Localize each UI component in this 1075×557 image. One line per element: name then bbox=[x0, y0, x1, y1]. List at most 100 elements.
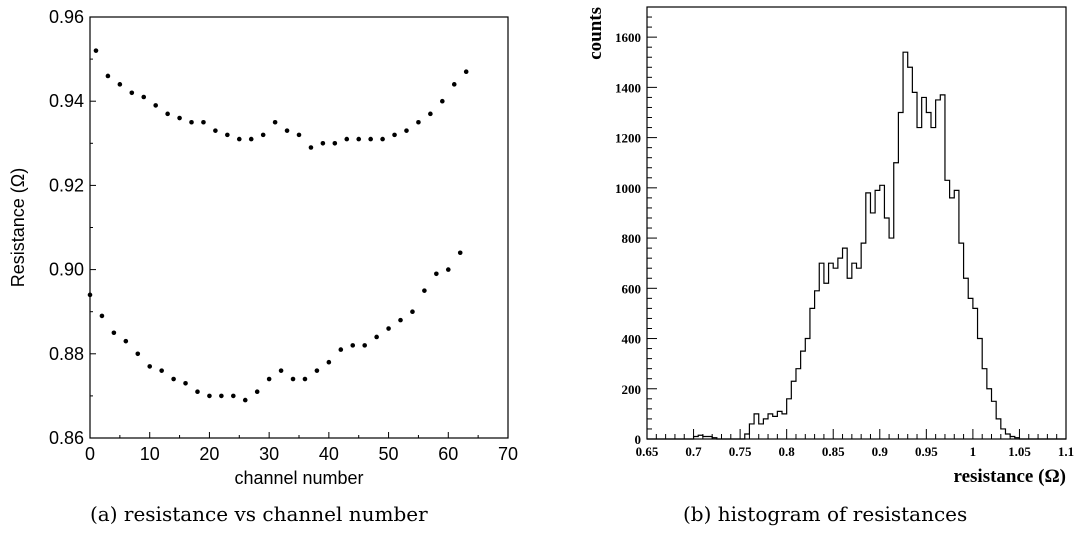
data-point bbox=[440, 98, 445, 104]
data-point bbox=[463, 69, 469, 75]
data-point bbox=[87, 292, 93, 298]
data-point bbox=[153, 103, 158, 108]
data-point bbox=[302, 376, 308, 382]
data-point bbox=[254, 389, 260, 394]
y-tick-label: 1000 bbox=[615, 181, 641, 196]
data-point bbox=[183, 380, 188, 386]
y-axis-label: Resistance (Ω) bbox=[8, 168, 28, 288]
x-tick-label: 1 bbox=[970, 444, 977, 459]
data-point bbox=[260, 132, 266, 138]
data-point bbox=[338, 347, 344, 352]
x-tick-label: 0.95 bbox=[915, 444, 938, 459]
data-point bbox=[428, 111, 433, 117]
y-tick-label: 0.86 bbox=[49, 428, 84, 448]
caption-a: (a) resistance vs channel number bbox=[90, 502, 428, 526]
x-axis-label: channel number bbox=[234, 468, 363, 488]
data-point bbox=[213, 128, 218, 133]
data-point bbox=[445, 267, 451, 272]
data-point bbox=[147, 364, 153, 369]
data-point bbox=[356, 136, 362, 142]
y-tick-label: 1400 bbox=[615, 80, 641, 95]
data-point bbox=[404, 128, 409, 133]
x-tick-label: 1.1 bbox=[1058, 444, 1074, 459]
data-point bbox=[362, 343, 367, 348]
data-point bbox=[451, 82, 457, 87]
data-points bbox=[87, 48, 469, 403]
data-point bbox=[374, 334, 379, 340]
x-tick-labels: 0 10 20 30 40 50 60 70 bbox=[85, 444, 518, 464]
y-tick-label: 600 bbox=[622, 281, 642, 296]
y-tick-labels: 0 200 400 600 800 1000 1200 1400 1600 bbox=[615, 30, 641, 447]
data-point bbox=[308, 145, 314, 150]
x-tick-label: 60 bbox=[438, 444, 458, 464]
data-point bbox=[380, 136, 385, 142]
x-tick-label: 20 bbox=[199, 444, 219, 464]
x-tick-label: 0.85 bbox=[822, 444, 845, 459]
data-point bbox=[266, 376, 272, 382]
data-point bbox=[135, 351, 141, 357]
x-tick-label: 10 bbox=[140, 444, 160, 464]
x-tick-label: 0.75 bbox=[729, 444, 752, 459]
y-tick-label: 400 bbox=[622, 332, 642, 347]
data-point bbox=[219, 393, 224, 399]
data-point bbox=[236, 136, 242, 142]
data-point bbox=[105, 73, 111, 79]
data-point bbox=[278, 368, 284, 373]
x-tick-label: 40 bbox=[319, 444, 339, 464]
data-point bbox=[201, 119, 206, 125]
x-tick-label: 50 bbox=[379, 444, 399, 464]
data-point bbox=[207, 393, 212, 399]
y-tick-label: 0.90 bbox=[49, 260, 84, 280]
axis-ticks bbox=[646, 6, 1067, 440]
data-point bbox=[457, 250, 463, 256]
data-point bbox=[111, 330, 117, 336]
data-point bbox=[296, 132, 302, 138]
histogram-chart: 0.65 0.7 0.75 0.8 0.85 0.9 0.95 1 1.05 1.1 0 200 40… bbox=[585, 6, 1075, 487]
data-point bbox=[392, 132, 397, 138]
data-point bbox=[189, 119, 194, 125]
data-point bbox=[165, 111, 170, 117]
y-tick-label: 0 bbox=[635, 432, 642, 447]
data-point bbox=[332, 141, 338, 146]
y-tick-label: 0.96 bbox=[49, 7, 84, 27]
x-tick-label: 70 bbox=[498, 444, 518, 464]
data-point bbox=[416, 119, 421, 125]
x-tick-labels: 0.65 0.7 0.75 0.8 0.85 0.9 0.95 1 1.05 1.1 bbox=[636, 444, 1075, 459]
data-point bbox=[99, 313, 105, 319]
data-point bbox=[434, 271, 439, 277]
x-tick-label: 0.65 bbox=[636, 444, 659, 459]
data-point bbox=[422, 288, 427, 293]
x-tick-label: 0.8 bbox=[779, 444, 796, 459]
data-point bbox=[231, 393, 236, 399]
data-point bbox=[314, 368, 320, 373]
data-point bbox=[284, 128, 290, 133]
y-axis-label: counts bbox=[585, 7, 606, 60]
x-tick-label: 30 bbox=[259, 444, 279, 464]
data-point bbox=[242, 397, 248, 403]
data-point bbox=[159, 368, 164, 373]
x-tick-label: 0 bbox=[85, 444, 95, 464]
data-point bbox=[350, 343, 356, 348]
plot-frame bbox=[646, 6, 1067, 440]
y-tick-label: 0.88 bbox=[49, 344, 84, 364]
data-point bbox=[326, 359, 332, 365]
x-tick-label: 0.9 bbox=[872, 444, 889, 459]
data-point bbox=[368, 136, 373, 142]
data-point bbox=[344, 136, 350, 142]
y-tick-label: 1600 bbox=[615, 30, 641, 45]
y-tick-label: 0.92 bbox=[49, 175, 84, 195]
data-point bbox=[177, 115, 182, 121]
data-point bbox=[398, 317, 403, 323]
data-point bbox=[320, 141, 326, 146]
data-point bbox=[272, 119, 278, 125]
y-tick-label: 200 bbox=[622, 382, 642, 397]
data-point bbox=[410, 309, 415, 315]
data-point bbox=[117, 82, 123, 87]
caption-b: (b) histogram of resistances bbox=[683, 502, 968, 526]
y-tick-label: 1200 bbox=[615, 131, 641, 146]
data-point bbox=[195, 389, 200, 394]
y-tick-labels: 0.86 0.88 0.90 0.92 0.94 0.96 bbox=[49, 7, 84, 448]
data-point bbox=[225, 132, 230, 138]
data-point bbox=[290, 376, 296, 382]
